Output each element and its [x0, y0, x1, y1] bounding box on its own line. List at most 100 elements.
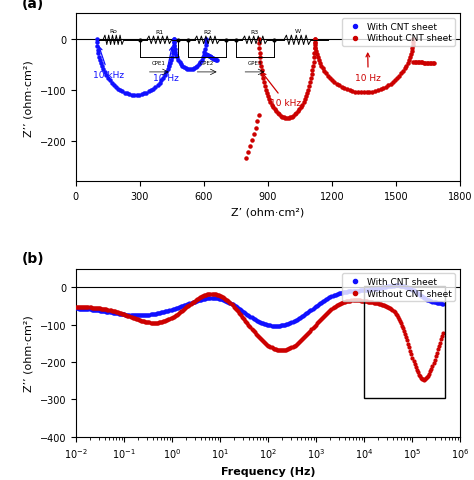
Without CNT sheet — [214, 291, 222, 299]
Without CNT sheet — [383, 302, 390, 310]
Without CNT sheet — [88, 304, 95, 312]
With CNT sheet — [320, 297, 328, 305]
Without CNT sheet — [110, 308, 118, 315]
Without CNT sheet — [314, 319, 321, 326]
With CNT sheet — [83, 306, 91, 313]
Without CNT sheet — [409, 36, 417, 44]
Without CNT sheet — [412, 59, 420, 67]
Without CNT sheet — [290, 343, 297, 350]
Without CNT sheet — [77, 303, 85, 311]
With CNT sheet — [283, 320, 291, 328]
With CNT sheet — [217, 296, 225, 303]
With CNT sheet — [164, 307, 172, 315]
With CNT sheet — [203, 295, 211, 302]
With CNT sheet — [257, 319, 265, 327]
With CNT sheet — [211, 57, 219, 64]
Without CNT sheet — [322, 70, 330, 78]
With CNT sheet — [404, 284, 412, 292]
Without CNT sheet — [289, 343, 296, 351]
Without CNT sheet — [260, 79, 268, 87]
With CNT sheet — [393, 282, 401, 289]
Without CNT sheet — [358, 297, 366, 305]
With CNT sheet — [85, 306, 92, 313]
Without CNT sheet — [125, 312, 132, 320]
Without CNT sheet — [134, 316, 142, 324]
Without CNT sheet — [390, 308, 397, 315]
With CNT sheet — [183, 66, 191, 74]
Without CNT sheet — [183, 303, 191, 311]
With CNT sheet — [390, 282, 397, 290]
With CNT sheet — [218, 296, 226, 304]
With CNT sheet — [354, 287, 362, 295]
With CNT sheet — [96, 57, 104, 65]
Without CNT sheet — [191, 298, 199, 305]
Without CNT sheet — [318, 314, 326, 322]
With CNT sheet — [179, 302, 187, 310]
Without CNT sheet — [276, 347, 284, 354]
Without CNT sheet — [256, 54, 264, 62]
Without CNT sheet — [428, 365, 435, 373]
With CNT sheet — [116, 87, 124, 95]
Without CNT sheet — [195, 295, 203, 302]
With CNT sheet — [201, 295, 209, 303]
Without CNT sheet — [182, 304, 190, 312]
With CNT sheet — [356, 287, 364, 295]
With CNT sheet — [147, 87, 155, 95]
Without CNT sheet — [301, 334, 308, 341]
With CNT sheet — [102, 72, 110, 80]
With CNT sheet — [169, 50, 176, 58]
Without CNT sheet — [292, 341, 300, 349]
With CNT sheet — [410, 287, 417, 295]
Without CNT sheet — [434, 346, 441, 353]
With CNT sheet — [172, 305, 180, 312]
Without CNT sheet — [418, 375, 426, 383]
Without CNT sheet — [72, 303, 80, 311]
Without CNT sheet — [309, 67, 316, 75]
With CNT sheet — [173, 54, 181, 62]
With CNT sheet — [73, 305, 81, 312]
With CNT sheet — [204, 52, 211, 60]
With CNT sheet — [100, 66, 107, 74]
Without CNT sheet — [246, 324, 254, 331]
With CNT sheet — [200, 296, 207, 303]
Without CNT sheet — [312, 48, 320, 56]
With CNT sheet — [250, 315, 257, 323]
With CNT sheet — [169, 306, 176, 313]
With CNT sheet — [282, 321, 289, 329]
Without CNT sheet — [163, 317, 170, 324]
Without CNT sheet — [283, 115, 291, 122]
Without CNT sheet — [384, 82, 392, 90]
With CNT sheet — [185, 66, 193, 74]
With CNT sheet — [359, 287, 367, 295]
With CNT sheet — [360, 287, 368, 294]
Without CNT sheet — [236, 311, 244, 318]
Without CNT sheet — [205, 291, 212, 299]
Without CNT sheet — [274, 346, 282, 354]
With CNT sheet — [317, 299, 325, 307]
Without CNT sheet — [374, 300, 382, 308]
With CNT sheet — [197, 296, 205, 304]
With CNT sheet — [209, 294, 217, 302]
With CNT sheet — [208, 54, 215, 62]
With CNT sheet — [76, 305, 84, 313]
With CNT sheet — [186, 300, 193, 308]
Legend: With CNT sheet, Without CNT sheet: With CNT sheet, Without CNT sheet — [342, 274, 455, 301]
With CNT sheet — [161, 72, 169, 80]
Without CNT sheet — [188, 300, 195, 307]
Without CNT sheet — [394, 313, 401, 321]
With CNT sheet — [368, 286, 375, 294]
With CNT sheet — [256, 319, 264, 326]
Without CNT sheet — [318, 62, 325, 70]
With CNT sheet — [205, 53, 213, 60]
With CNT sheet — [219, 296, 227, 304]
With CNT sheet — [260, 320, 268, 328]
With CNT sheet — [258, 320, 266, 327]
Without CNT sheet — [207, 290, 214, 298]
Without CNT sheet — [307, 327, 314, 335]
With CNT sheet — [341, 288, 349, 296]
Without CNT sheet — [315, 57, 322, 65]
Without CNT sheet — [252, 330, 260, 338]
Without CNT sheet — [95, 305, 103, 312]
Without CNT sheet — [336, 82, 343, 90]
With CNT sheet — [328, 293, 335, 300]
